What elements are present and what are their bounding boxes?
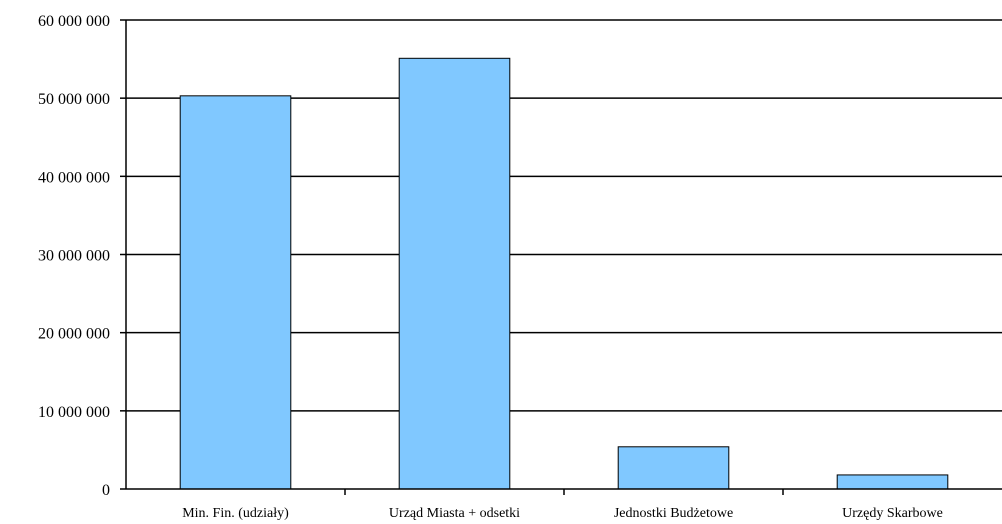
y-ticks: 0 10 000 000 20 000 000 30 000 000 40 000 00… — [38, 13, 126, 499]
bar — [836, 474, 949, 490]
x-tick-label: Jednostki Budżetowe — [614, 506, 733, 521]
y-tick-label: 50 000 000 — [38, 91, 110, 108]
y-tick-label: 40 000 000 — [38, 169, 110, 186]
bar — [617, 446, 730, 490]
x-ticks: Min. Fin. (udziały) Urząd Miasta + odsetk… — [182, 489, 943, 521]
x-tick-label: Urzędy Skarbowe — [842, 506, 943, 521]
x-tick-label: Min. Fin. (udziały) — [182, 506, 289, 521]
y-tick-label: 0 — [102, 482, 110, 499]
bars — [179, 57, 949, 490]
x-tick-label: Urząd Miasta + odsetki — [389, 506, 520, 521]
y-tick-label: 10 000 000 — [38, 404, 110, 421]
y-tick-label: 30 000 000 — [38, 248, 110, 265]
y-tick-label: 60 000 000 — [38, 13, 110, 30]
y-tick-label: 20 000 000 — [38, 326, 110, 343]
bar — [398, 57, 511, 490]
bar — [179, 95, 292, 490]
